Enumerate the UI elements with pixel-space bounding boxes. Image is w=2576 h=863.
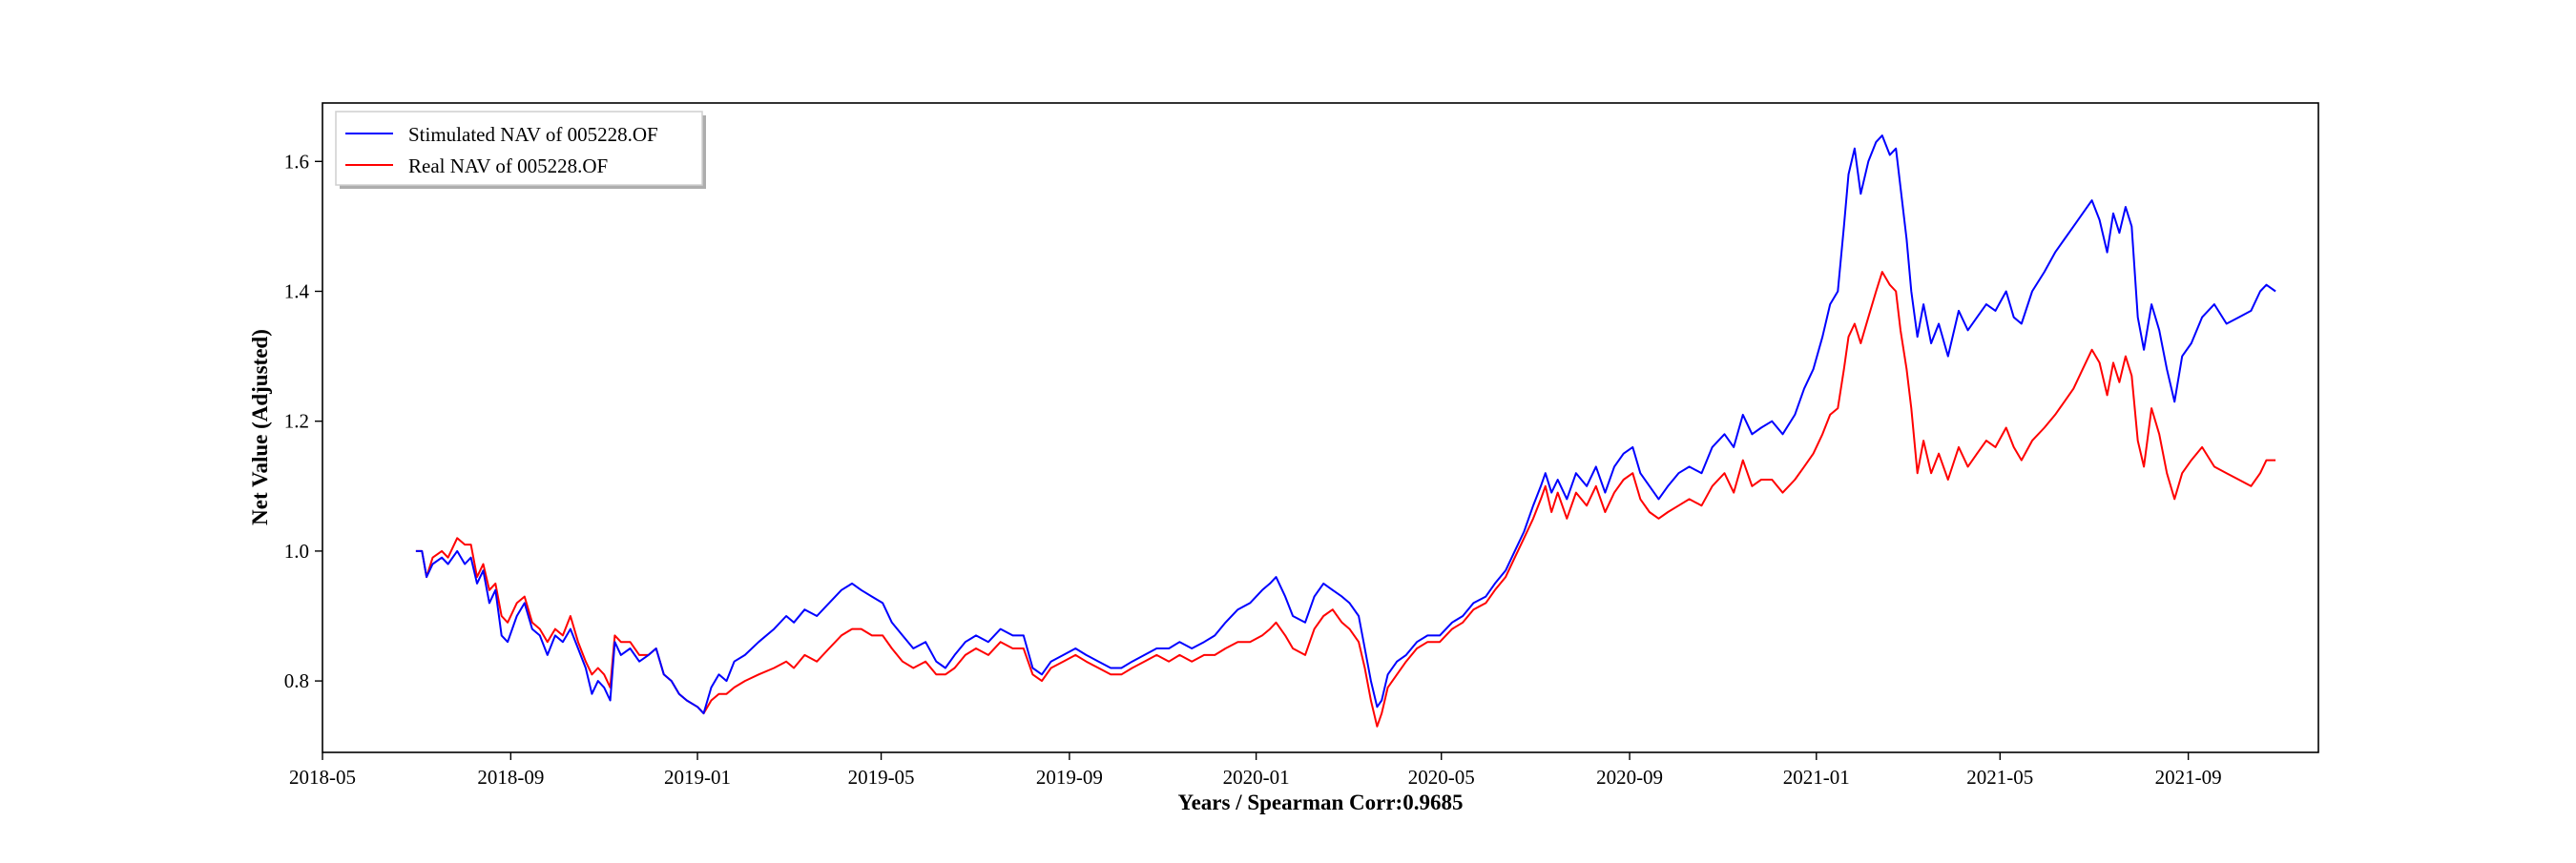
x-tick-label: 2021-01 (1783, 766, 1850, 789)
legend-label-stimulated: Stimulated NAV of 005228.OF (408, 123, 658, 146)
x-tick-label: 2020-09 (1596, 766, 1663, 789)
y-tick-label: 0.8 (284, 669, 309, 692)
y-tick-label: 1.6 (284, 150, 309, 173)
x-tick-label: 2019-09 (1036, 766, 1103, 789)
legend-label-real: Real NAV of 005228.OF (408, 154, 608, 177)
series-layer (415, 134, 2276, 728)
y-tick-label: 1.0 (284, 540, 309, 563)
x-tick-label: 2020-05 (1408, 766, 1475, 789)
y-tick-label: 1.4 (284, 279, 310, 302)
x-tick-label: 2018-05 (289, 766, 356, 789)
plot-frame (322, 102, 2319, 753)
x-axis: 2018-05 2018-09 2019-01 2019-05 2019-09 2020-… (289, 752, 2222, 789)
x-tick-label: 2021-09 (2155, 766, 2222, 789)
series-line-stimulated-nav (415, 134, 2276, 715)
y-axis: 0.8 1.0 1.2 1.4 1.6 (284, 150, 322, 692)
series-line-real-nav (415, 271, 2276, 728)
x-axis-label: Years / Spearman Corr:0.9685 (1178, 791, 1464, 814)
x-tick-label: 2021-05 (1966, 766, 2033, 789)
legend: Stimulated NAV of 005228.OF Real NAV of … (335, 111, 706, 189)
legend-box (335, 111, 703, 186)
x-tick-label: 2020-01 (1223, 766, 1290, 789)
x-tick-label: 2018-09 (477, 766, 544, 789)
x-tick-label: 2019-05 (848, 766, 915, 789)
y-axis-label: Net Value (Adjusted) (248, 329, 272, 525)
y-tick-label: 1.2 (284, 410, 309, 433)
x-tick-label: 2019-01 (664, 766, 731, 789)
